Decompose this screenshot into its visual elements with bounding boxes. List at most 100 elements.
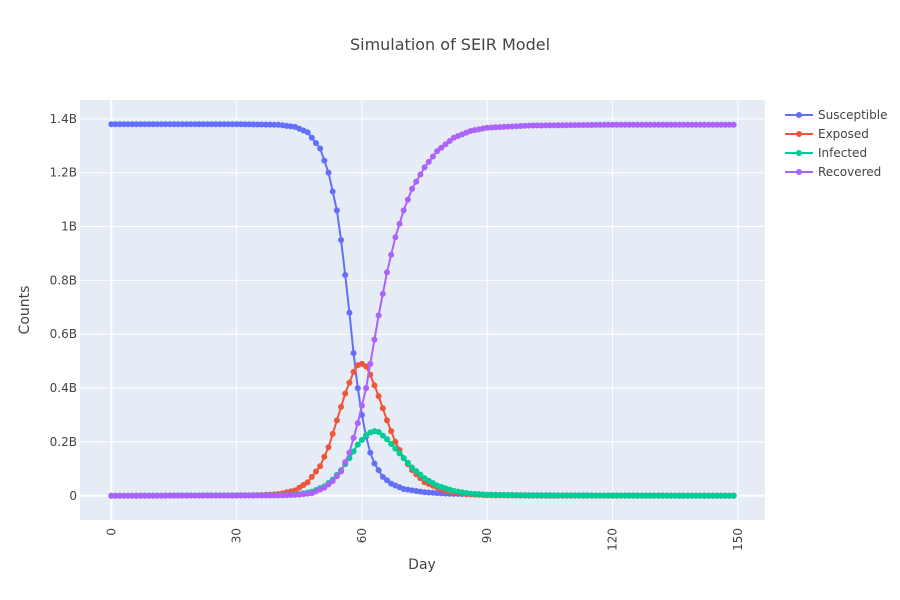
- data-point: [375, 393, 382, 400]
- data-point: [605, 492, 612, 499]
- data-point: [221, 121, 228, 128]
- data-point: [166, 121, 173, 128]
- data-point: [571, 492, 578, 499]
- y-tick-label: 0: [69, 489, 77, 503]
- data-point: [170, 492, 177, 499]
- legend-item[interactable]: Susceptible: [785, 108, 887, 122]
- data-point: [329, 188, 336, 195]
- data-point: [388, 428, 395, 435]
- data-point: [680, 121, 687, 128]
- data-point: [388, 440, 395, 447]
- data-point: [183, 121, 190, 128]
- data-point: [329, 477, 336, 484]
- legend-item[interactable]: Exposed: [785, 127, 869, 141]
- data-point: [546, 492, 553, 499]
- data-point: [567, 492, 574, 499]
- data-point: [158, 492, 165, 499]
- data-point: [425, 158, 432, 165]
- data-point: [384, 477, 390, 484]
- data-point: [542, 492, 549, 499]
- data-point: [371, 336, 378, 343]
- data-point: [183, 492, 190, 499]
- data-point: [655, 121, 662, 128]
- data-point: [325, 444, 332, 451]
- data-point: [354, 420, 361, 427]
- data-point: [634, 121, 641, 128]
- data-point: [672, 121, 679, 128]
- data-point: [597, 121, 604, 128]
- data-point: [718, 492, 725, 499]
- data-point: [484, 491, 491, 498]
- data-point: [116, 121, 123, 128]
- data-point: [346, 309, 353, 316]
- data-point: [379, 405, 386, 412]
- data-point: [404, 196, 411, 203]
- data-point: [241, 492, 248, 499]
- y-tick-label: 1.2B: [50, 166, 77, 180]
- data-point: [375, 467, 382, 474]
- data-point: [613, 492, 620, 499]
- data-point: [601, 492, 608, 499]
- data-point: [434, 148, 441, 155]
- data-point: [367, 449, 374, 456]
- data-point: [526, 492, 533, 499]
- x-axis-title: Day: [408, 557, 436, 573]
- data-point: [200, 121, 207, 128]
- data-point: [409, 464, 416, 471]
- data-point: [638, 492, 645, 499]
- data-point: [713, 121, 720, 128]
- data-point: [375, 428, 382, 435]
- legend-label: Susceptible: [818, 108, 887, 122]
- data-point: [150, 492, 157, 499]
- data-point: [338, 468, 345, 475]
- data-point: [208, 121, 215, 128]
- data-point: [684, 492, 691, 499]
- data-point: [350, 350, 357, 357]
- data-point: [726, 492, 733, 499]
- legend-item[interactable]: Recovered: [785, 165, 881, 179]
- data-point: [187, 121, 194, 128]
- data-point: [375, 312, 382, 319]
- data-point: [262, 121, 269, 128]
- data-point: [726, 121, 733, 128]
- data-point: [237, 492, 244, 499]
- data-point: [329, 430, 336, 437]
- data-point: [358, 436, 365, 443]
- data-point: [116, 492, 123, 499]
- series-layer: [108, 121, 737, 499]
- data-point: [379, 432, 386, 439]
- data-point: [145, 492, 152, 499]
- data-point: [588, 121, 595, 128]
- data-point: [630, 492, 637, 499]
- data-point: [409, 185, 416, 192]
- data-point: [534, 492, 541, 499]
- data-point: [254, 121, 261, 128]
- data-point: [154, 121, 161, 128]
- y-tick-label: 1B: [61, 220, 77, 234]
- y-tick-label: 0.4B: [50, 381, 77, 395]
- legend: Susceptible Exposed Infected Recovered: [785, 108, 887, 179]
- data-point: [563, 122, 570, 129]
- data-point: [162, 121, 169, 128]
- data-point: [509, 492, 516, 499]
- y-tick-label: 0.2B: [50, 435, 77, 449]
- x-tick-label: 30: [230, 528, 244, 543]
- data-point: [308, 134, 315, 141]
- legend-label: Exposed: [818, 127, 869, 141]
- data-point: [145, 121, 152, 128]
- data-point: [246, 121, 253, 128]
- legend-label: Infected: [818, 146, 867, 160]
- data-point: [555, 492, 562, 499]
- data-point: [212, 121, 219, 128]
- data-point: [609, 121, 616, 128]
- y-axis-ticks: 0 0.2B 0.4B 0.6B 0.8B 1B 1.2B 1.4B: [50, 112, 77, 503]
- data-point: [317, 145, 324, 152]
- data-point: [384, 436, 390, 443]
- legend-item[interactable]: Infected: [785, 146, 867, 160]
- data-point: [162, 492, 169, 499]
- data-point: [225, 121, 232, 128]
- data-point: [626, 492, 633, 499]
- data-point: [638, 121, 645, 128]
- data-point: [187, 492, 194, 499]
